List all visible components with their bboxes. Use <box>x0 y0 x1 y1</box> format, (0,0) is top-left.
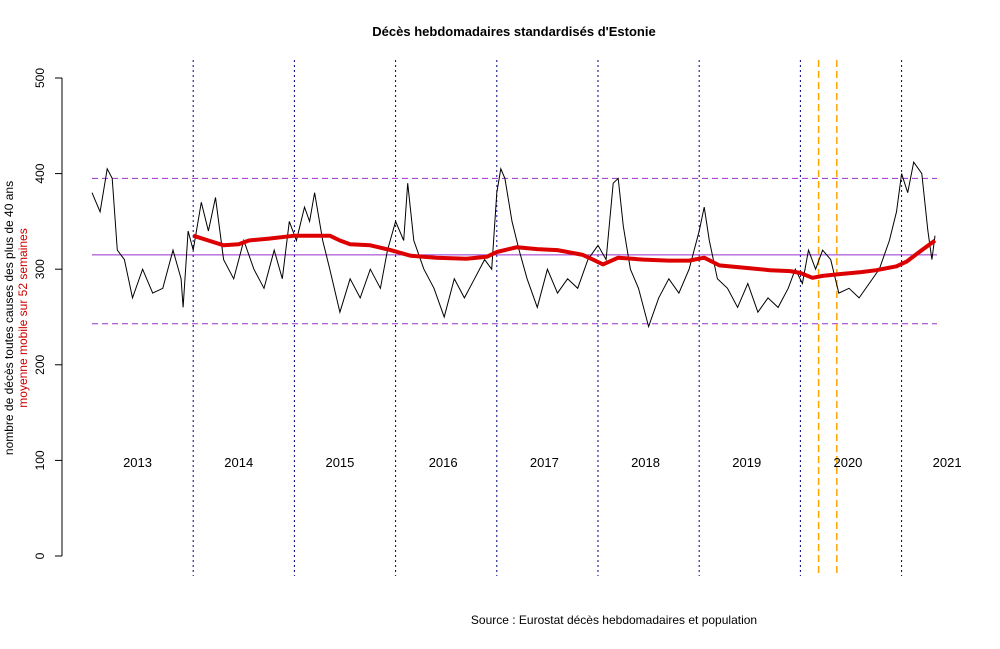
year-label: 2018 <box>631 455 660 470</box>
y-axis-label-moving-average: moyenne mobile sur 52 semaines <box>16 228 30 407</box>
year-label: 2020 <box>833 455 862 470</box>
y-axis: 0 100 200 300 400 500 <box>33 68 63 559</box>
year-label: 2019 <box>732 455 761 470</box>
moving-average-series <box>192 233 937 280</box>
y-tick-label: 400 <box>33 163 47 183</box>
y-tick-label: 0 <box>33 552 47 559</box>
y-axis-label: nombre de décès toutes causes des plus d… <box>2 181 16 455</box>
year-labels: 2013 2014 2015 2016 2017 2018 2019 2020 2021 <box>123 455 962 470</box>
source-note: Source : Eurostat décès hebdomadaires et… <box>471 613 757 627</box>
year-label: 2016 <box>429 455 458 470</box>
chart-title: Décès hebdomadaires standardisés d'Eston… <box>372 24 655 39</box>
year-label: 2021 <box>933 455 962 470</box>
year-label: 2014 <box>224 455 253 470</box>
weekly-deaths-series <box>91 160 936 329</box>
reference-lines <box>92 177 937 325</box>
y-tick-label: 100 <box>33 450 47 470</box>
y-tick-label: 200 <box>33 354 47 374</box>
year-boundary-lines <box>192 60 903 576</box>
series-layer <box>91 160 937 329</box>
year-label: 2017 <box>530 455 559 470</box>
y-tick-label: 500 <box>33 68 47 88</box>
y-tick-label: 300 <box>33 259 47 279</box>
year-label: 2015 <box>325 455 354 470</box>
year-label: 2013 <box>123 455 152 470</box>
